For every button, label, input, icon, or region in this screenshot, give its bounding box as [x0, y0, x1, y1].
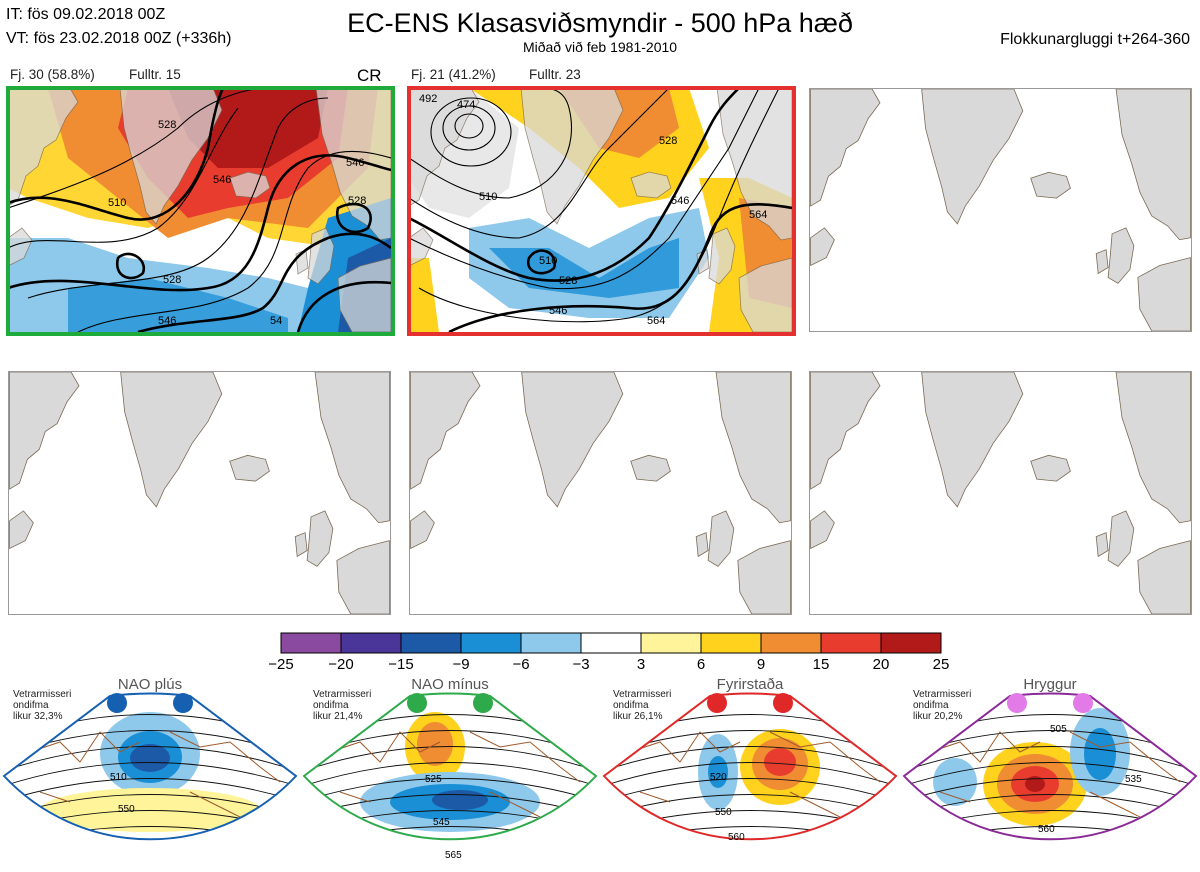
contour-label: 510	[479, 191, 497, 203]
regime-contour-label: 545	[433, 817, 450, 828]
regime-title: NAO plús	[118, 676, 182, 693]
colorbar-swatch	[581, 633, 641, 653]
regime-probability-note: Vetrarmisseri ondifma likur 26,1%	[613, 689, 671, 722]
regime-contour-label: 560	[728, 832, 745, 843]
contour-label: 564	[749, 209, 767, 221]
colorbar-swatch	[401, 633, 461, 653]
height-contour	[600, 859, 900, 872]
contour-label: 546	[549, 305, 567, 317]
regime-contour-label: 535	[1125, 774, 1142, 785]
regime-title: NAO mínus	[411, 676, 489, 693]
contour-label: 510	[539, 255, 557, 267]
contour-label: 528	[348, 195, 366, 207]
classification-window: Flokkunargluggi t+264-360	[1000, 31, 1190, 49]
regime-contour-label: 560	[1038, 824, 1055, 835]
contour-label: 528	[559, 275, 577, 287]
colorbar-tick-label: −9	[452, 656, 469, 673]
regime-marker-dot	[773, 693, 793, 713]
regime-contour-label: 510	[110, 772, 127, 783]
contour-label: 528	[659, 135, 677, 147]
cluster-1-tag: CR	[357, 66, 382, 86]
colorbar-tick-label: 3	[637, 656, 645, 673]
regime-probability-note: Vetrarmisseri ondifma likur 32,3%	[13, 689, 71, 722]
regime-marker-dot	[107, 693, 127, 713]
contour-label: 546	[158, 315, 176, 327]
contour-label: 546	[671, 195, 689, 207]
colorbar-tick-label: 20	[873, 656, 890, 673]
colorbar-tick-label: −3	[572, 656, 589, 673]
colorbar-swatch	[341, 633, 401, 653]
colorbar-tick-label: 6	[697, 656, 705, 673]
regime-title: Hryggur	[1023, 676, 1076, 693]
colorbar-swatch	[641, 633, 701, 653]
empty-map-5	[409, 371, 792, 615]
height-contour	[900, 843, 1200, 863]
anomaly-colorbar	[280, 632, 944, 654]
colorbar-swatch	[701, 633, 761, 653]
colorbar-swatch	[281, 633, 341, 653]
contour-label: 510	[108, 197, 126, 209]
cluster-1-representative: Fulltr. 15	[129, 67, 181, 82]
regime-contour-label: 565	[445, 850, 462, 861]
colorbar-swatch	[821, 633, 881, 653]
colorbar-swatch	[881, 633, 941, 653]
contour-label: 528	[163, 274, 181, 286]
regime-marker-dot	[473, 693, 493, 713]
colorbar-tick-label: −20	[328, 656, 353, 673]
anomaly-shading	[432, 790, 488, 810]
regime-marker-dot	[707, 693, 727, 713]
regime-marker-dot	[1007, 693, 1027, 713]
cluster-2-representative: Fulltr. 23	[529, 67, 581, 82]
regime-contour-label: 520	[710, 772, 727, 783]
colorbar-swatch	[461, 633, 521, 653]
regime-probability-note: Vetrarmisseri ondifma likur 20,2%	[913, 689, 971, 722]
regime-marker-dot	[407, 693, 427, 713]
regime-contour-label: 505	[1050, 724, 1067, 735]
anomaly-shading	[1084, 728, 1116, 780]
colorbar-tick-label: −6	[512, 656, 529, 673]
regime-contour-label: 550	[715, 807, 732, 818]
cluster-1-map: 528 546 510 528 546 528 546 54	[8, 88, 391, 332]
contour-label: 564	[647, 315, 665, 327]
regime-probability-note: Vetrarmisseri ondifma likur 21,4%	[313, 689, 371, 722]
anomaly-shading	[933, 758, 977, 806]
regime-marker-dot	[173, 693, 193, 713]
empty-map-3	[809, 88, 1192, 332]
height-contour	[0, 859, 300, 872]
colorbar-tick-label: −15	[388, 656, 413, 673]
regime-title: Fyrirstaða	[717, 676, 784, 693]
anomaly-shading	[764, 748, 796, 776]
regime-contour-label: 550	[118, 804, 135, 815]
colorbar-tick-label: 15	[813, 656, 830, 673]
height-contour	[900, 859, 1200, 872]
regime-contour-label: 525	[425, 774, 442, 785]
empty-map-6	[809, 371, 1192, 615]
cluster-1-count: Fj. 30 (58.8%)	[10, 67, 95, 82]
height-contour	[600, 843, 900, 863]
cluster-2-count: Fj. 21 (41.2%)	[411, 67, 496, 82]
contour-label: 546	[346, 157, 364, 169]
contour-label: 546	[213, 174, 231, 186]
contour-label: 492	[419, 93, 437, 105]
colorbar-swatch	[521, 633, 581, 653]
contour-label: 474	[457, 99, 475, 111]
contour-label: 54	[270, 315, 282, 327]
cluster-2-map: 474 492 510 528 510 528 546 564 546 564	[409, 88, 792, 332]
contour-label: 528	[158, 119, 176, 131]
regime-marker-dot	[1073, 693, 1093, 713]
colorbar-swatch	[761, 633, 821, 653]
colorbar-tick-label: 25	[933, 656, 950, 673]
colorbar-tick-label: −25	[268, 656, 293, 673]
height-contour	[0, 843, 300, 863]
colorbar-tick-label: 9	[757, 656, 765, 673]
empty-map-4	[8, 371, 391, 615]
anomaly-shading	[130, 744, 170, 772]
